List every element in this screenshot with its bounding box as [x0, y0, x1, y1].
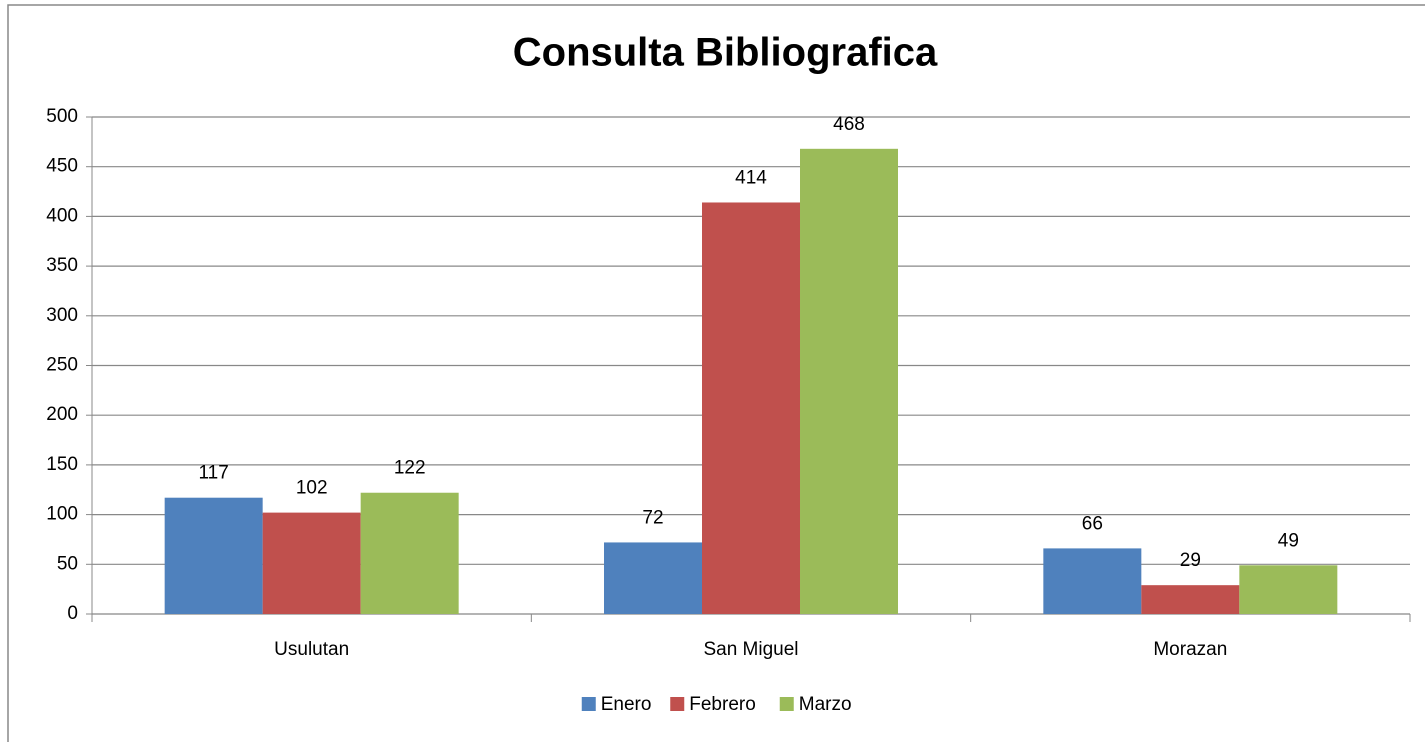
bar [164, 497, 263, 614]
y-tick-label: 350 [46, 255, 78, 276]
legend-label: Enero [601, 694, 652, 715]
x-tick-label: San Miguel [703, 639, 798, 660]
bar [1141, 585, 1240, 614]
x-tick-label: Usulutan [274, 639, 349, 660]
bar [1239, 565, 1338, 614]
data-label: 72 [642, 507, 663, 528]
bar [702, 202, 800, 614]
bar [604, 542, 702, 614]
data-label: 102 [296, 478, 328, 499]
legend-swatch [581, 697, 596, 711]
chart-title: Consulta Bibliografica [513, 31, 938, 75]
data-label: 414 [735, 167, 767, 188]
bar [800, 148, 898, 615]
legend-swatch [670, 697, 685, 711]
x-tick-label: Morazan [1153, 639, 1227, 660]
bar [360, 492, 459, 614]
data-label: 468 [833, 114, 865, 135]
y-tick-label: 500 [46, 106, 78, 127]
legend-label: Febrero [689, 694, 756, 715]
bar [262, 512, 361, 614]
y-tick-label: 150 [46, 454, 78, 475]
y-tick-label: 200 [46, 404, 78, 425]
y-tick-label: 250 [46, 355, 78, 376]
y-tick-label: 100 [46, 504, 78, 525]
y-tick-label: 450 [46, 156, 78, 177]
y-tick-label: 50 [57, 553, 78, 574]
bar [1043, 548, 1142, 614]
y-tick-label: 0 [67, 603, 78, 624]
legend-swatch [779, 697, 794, 711]
y-tick-label: 400 [46, 205, 78, 226]
data-label: 49 [1278, 530, 1299, 551]
legend-label: Marzo [799, 694, 852, 715]
data-label: 117 [199, 463, 229, 484]
data-label: 29 [1180, 550, 1201, 571]
data-label: 66 [1082, 513, 1103, 534]
data-label: 122 [394, 458, 426, 479]
y-tick-label: 300 [46, 305, 78, 326]
